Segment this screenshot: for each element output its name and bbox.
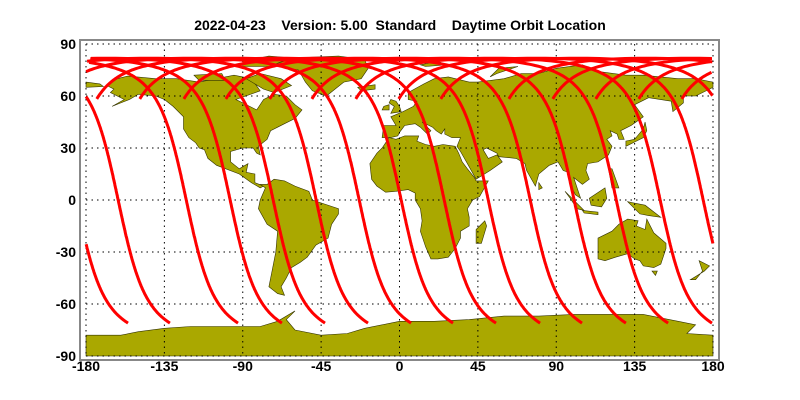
land-north-america: [106, 74, 303, 189]
y-tick-label: -30: [56, 244, 76, 260]
land-africa: [369, 135, 489, 260]
orbit-tracks: [79, 39, 720, 361]
land-tasmania: [651, 270, 658, 276]
orbit-track: [268, 56, 627, 325]
y-axis-ticks: 90 60 30 0 -30 -60 -90: [56, 36, 76, 364]
plot-border: [79, 39, 720, 361]
grid-lines: [85, 43, 714, 357]
y-tick-label: 30: [60, 140, 76, 156]
land-chukotka: [85, 81, 105, 88]
land-borneo: [588, 187, 608, 208]
orbit-track: [182, 56, 541, 325]
orbit-track: [138, 56, 497, 325]
x-tick-label: 90: [548, 358, 564, 374]
x-tick-label: 135: [623, 358, 647, 374]
land-new-zealand: [689, 260, 711, 281]
orbit-track: [95, 56, 454, 325]
orbit-track: [88, 56, 713, 325]
land-great-britain: [388, 99, 402, 114]
x-axis-ticks: -180 -135 -90 -45 0 45 90 135 180: [72, 358, 725, 374]
orbit-track: [86, 56, 711, 325]
x-tick-label: 180: [701, 358, 725, 374]
land-australia: [597, 218, 667, 268]
y-tick-label: -60: [56, 296, 76, 312]
x-tick-label: 45: [470, 358, 486, 374]
x-tick-label: 0: [396, 358, 404, 374]
land-greenland: [271, 55, 369, 97]
orbit-track: [84, 56, 715, 325]
land-new-guinea: [626, 201, 662, 218]
land-antarctica: [85, 310, 714, 357]
land-japan: [625, 121, 648, 147]
orbit-track: [90, 56, 713, 325]
land-sri-lanka: [538, 181, 543, 191]
y-tick-label: 90: [60, 36, 76, 52]
land-madagascar: [475, 220, 487, 244]
x-tick-label: -180: [72, 358, 100, 374]
y-tick-label: 0: [68, 192, 76, 208]
x-tick-label: -135: [150, 358, 178, 374]
land-ireland: [381, 104, 390, 111]
y-tick-label: -90: [56, 348, 76, 364]
orbit-track: [85, 56, 713, 325]
x-tick-label: -45: [311, 358, 331, 374]
map-title: 2022-04-23 Version: 5.00 Standard Daytim…: [194, 17, 606, 33]
y-tick-label: 60: [60, 88, 76, 104]
orbit-track: [310, 56, 669, 325]
x-tick-label: -90: [233, 358, 253, 374]
orbit-track: [224, 56, 583, 325]
land-java: [581, 210, 599, 216]
